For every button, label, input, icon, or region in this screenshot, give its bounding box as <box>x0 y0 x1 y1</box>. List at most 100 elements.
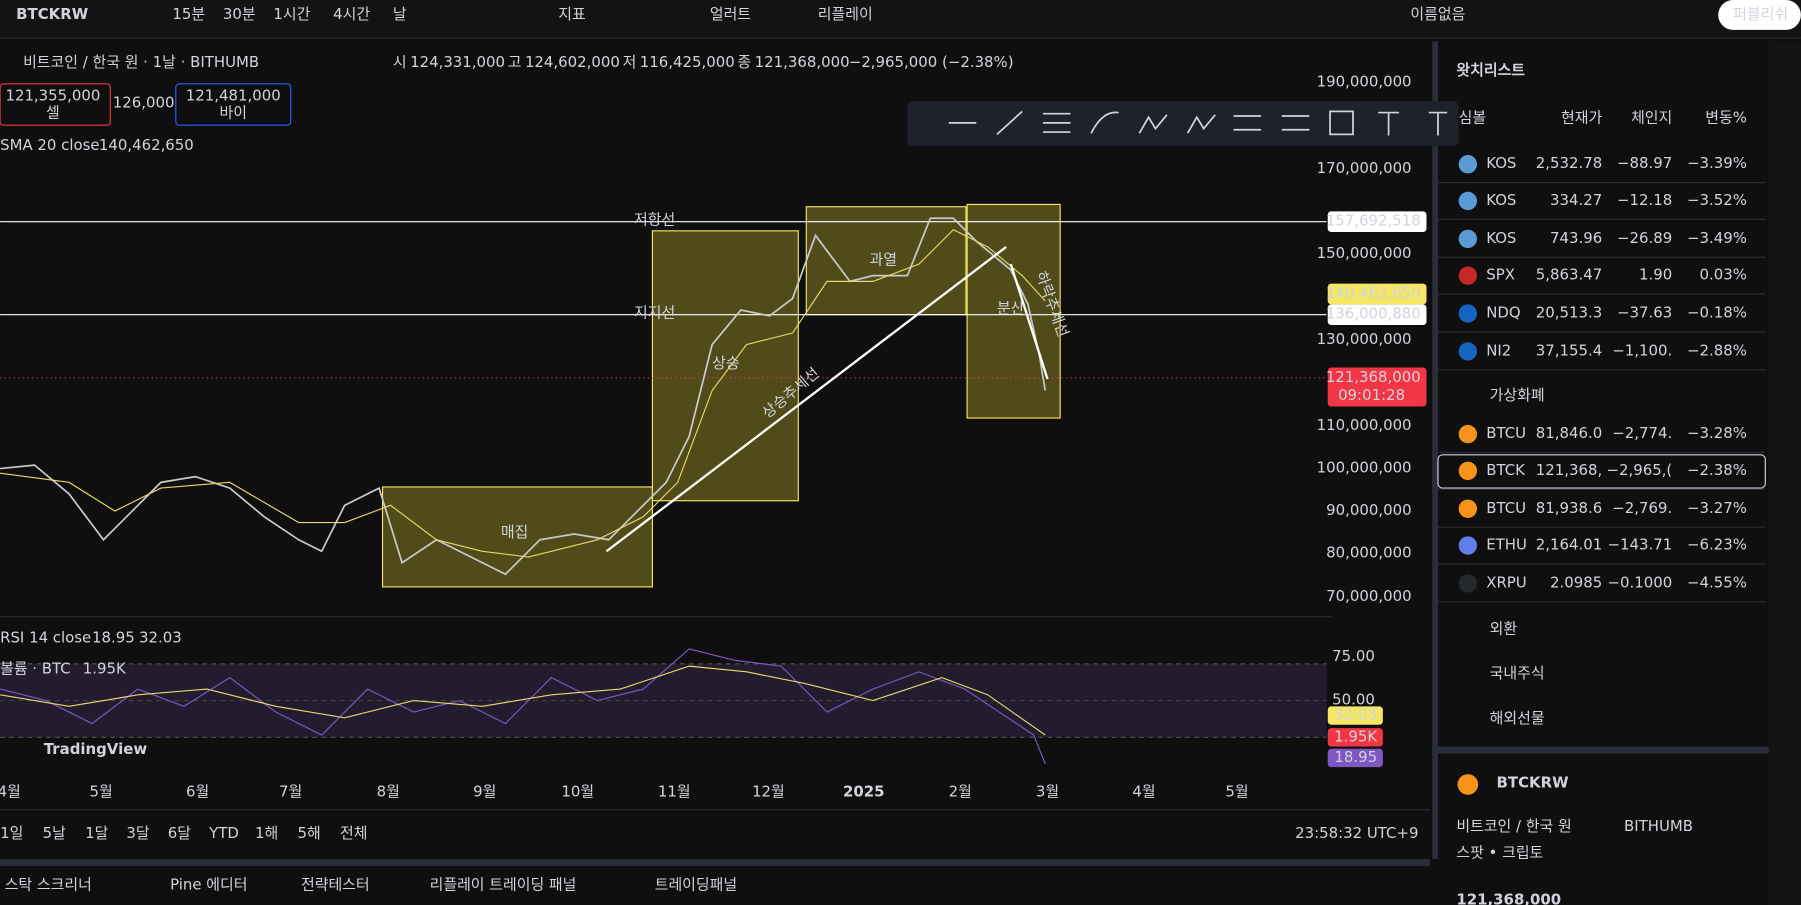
divider <box>1432 41 1438 860</box>
bottom-tab[interactable]: 리플레이 트레이딩 패널 <box>430 875 577 893</box>
time-axis-label: 3월 <box>1036 782 1059 800</box>
top-toolbar <box>0 0 1801 37</box>
sell-price: 121,355,000 <box>5 86 100 104</box>
buy-price: 121,481,000 <box>186 86 281 104</box>
price-axis-label: 150,000,000 <box>1317 244 1412 262</box>
last-tag-bg <box>1327 367 1427 407</box>
ohlc-value: 124,602,000 <box>525 53 620 71</box>
interval-button[interactable]: 4시간 <box>333 5 370 23</box>
row-last: 81,938.6 <box>1536 499 1602 517</box>
column-header: 심볼 <box>1459 108 1486 126</box>
row-pct: −3.27% <box>1687 499 1747 517</box>
symbol-button[interactable]: BTCKRW <box>16 5 88 23</box>
row-last: 2.0985 <box>1550 573 1602 591</box>
sell-label: 셀 <box>46 104 60 122</box>
price-axis-label: 100,000,000 <box>1317 459 1412 477</box>
row-change: −2,965,( <box>1606 461 1672 479</box>
time-axis-label: 4월 <box>0 782 21 800</box>
price-axis-label: 90,000,000 <box>1326 501 1411 519</box>
range-button[interactable]: 3달 <box>126 824 149 842</box>
details-type: 스팟 • 크립토 <box>1456 843 1543 861</box>
row-symbol[interactable]: ETHU <box>1486 536 1527 554</box>
symbol-icon <box>1457 774 1479 795</box>
publish-button[interactable] <box>1718 0 1801 30</box>
range-button[interactable]: 5날 <box>43 824 66 842</box>
interval-button[interactable]: 날 <box>393 5 407 23</box>
row-pct: −3.28% <box>1687 424 1747 442</box>
row-symbol[interactable]: KOS <box>1486 191 1516 209</box>
symbol-icon <box>1458 191 1478 211</box>
watchlist-title[interactable]: 왓치리스트 <box>1456 61 1525 79</box>
time-axis-label: 10월 <box>561 782 594 800</box>
row-symbol[interactable]: NDQ <box>1486 304 1520 322</box>
row-change: −26.89 <box>1617 229 1672 247</box>
range-button[interactable]: 6달 <box>168 824 191 842</box>
buy-button[interactable] <box>175 83 292 126</box>
indicators-button[interactable]: 지표 <box>558 5 585 23</box>
drawing-label: 상승 <box>712 354 739 372</box>
rsi-tag: 18.95 <box>1334 748 1377 766</box>
rsi-tag: 1.95K <box>1334 727 1378 745</box>
row-symbol[interactable]: NI2 <box>1486 341 1511 359</box>
rsi-ma-line <box>0 665 1046 736</box>
row-symbol[interactable]: XRPU <box>1486 573 1527 591</box>
row-symbol[interactable]: BTCU <box>1486 499 1526 517</box>
range-button[interactable]: 1해 <box>255 824 278 842</box>
rsi-ma-value: 32.03 <box>139 629 182 647</box>
symbol-icon <box>1458 574 1478 593</box>
range-button[interactable]: 전체 <box>340 824 367 842</box>
section-header[interactable]: 해외선물 <box>1490 709 1545 727</box>
range-button[interactable]: 1달 <box>85 824 108 842</box>
column-header: 체인지 <box>1631 108 1672 126</box>
time-axis-label: 6월 <box>186 782 209 800</box>
row-change: −143.71 <box>1608 536 1673 554</box>
ohlc-label: 저 <box>623 53 637 71</box>
drawing-label: 매집 <box>501 523 528 541</box>
row-pct: −3.52% <box>1687 191 1747 209</box>
bottom-tab[interactable]: Pine 에디터 <box>170 875 247 893</box>
row-last: 20,513.3 <box>1536 304 1602 322</box>
rsi-tag: 32.03 <box>1334 706 1377 724</box>
details-exchange: BITHUMB <box>1624 817 1693 835</box>
row-symbol[interactable]: KOS <box>1486 229 1516 247</box>
row-last: 121,368, <box>1536 461 1602 479</box>
bottom-tab[interactable]: 전략테스터 <box>301 875 370 893</box>
rsi-tag-bg <box>1327 706 1383 725</box>
sell-button[interactable] <box>0 83 111 126</box>
sma-line <box>0 228 1046 558</box>
row-symbol[interactable]: BTCU <box>1486 424 1526 442</box>
symbol-icon <box>1458 536 1478 555</box>
row-symbol[interactable]: KOS <box>1486 154 1516 172</box>
details-price: 121,368,000 <box>1456 890 1561 905</box>
publish-label[interactable]: 퍼블리쉬 <box>1733 5 1788 23</box>
price-axis-label: 170,000,000 <box>1317 159 1412 177</box>
layout-name[interactable]: 이름없음 <box>1410 5 1465 23</box>
interval-button[interactable]: 15분 <box>172 5 205 23</box>
row-pct: −4.55% <box>1687 573 1747 591</box>
price-axis-label: 70,000,000 <box>1326 587 1411 605</box>
interval-button[interactable]: 30분 <box>223 5 256 23</box>
time-axis-label: 5월 <box>90 782 113 800</box>
range-button[interactable]: YTD <box>208 824 239 842</box>
replay-button[interactable]: 리플레이 <box>818 5 873 23</box>
section-header[interactable]: 국내주식 <box>1490 664 1545 682</box>
symbol-icon <box>1458 499 1478 518</box>
column-header: 변동% <box>1705 108 1747 126</box>
section-header[interactable]: 외환 <box>1490 619 1518 637</box>
symbol-icon <box>1458 155 1478 174</box>
interval-button[interactable]: 1시간 <box>273 5 310 23</box>
range-button[interactable]: 5해 <box>298 824 321 842</box>
bottom-tab[interactable]: 스탁 스크리너 <box>5 875 92 893</box>
drawing-tools[interactable] <box>948 110 1448 136</box>
section-header[interactable]: 가상화폐 <box>1490 386 1545 404</box>
divider <box>1437 746 1769 754</box>
row-change: −88.97 <box>1617 154 1672 172</box>
row-symbol[interactable]: BTCK <box>1486 461 1526 479</box>
alerts-button[interactable]: 얼러트 <box>710 5 751 23</box>
range-button[interactable]: 1일 <box>0 824 23 842</box>
ohlc-value: 124,331,000 <box>410 53 505 71</box>
time-axis-label: 12월 <box>752 782 785 800</box>
bottom-tab[interactable]: 트레이딩패널 <box>655 875 737 893</box>
row-symbol[interactable]: SPX <box>1486 266 1515 284</box>
time-axis-label: 9월 <box>473 782 496 800</box>
